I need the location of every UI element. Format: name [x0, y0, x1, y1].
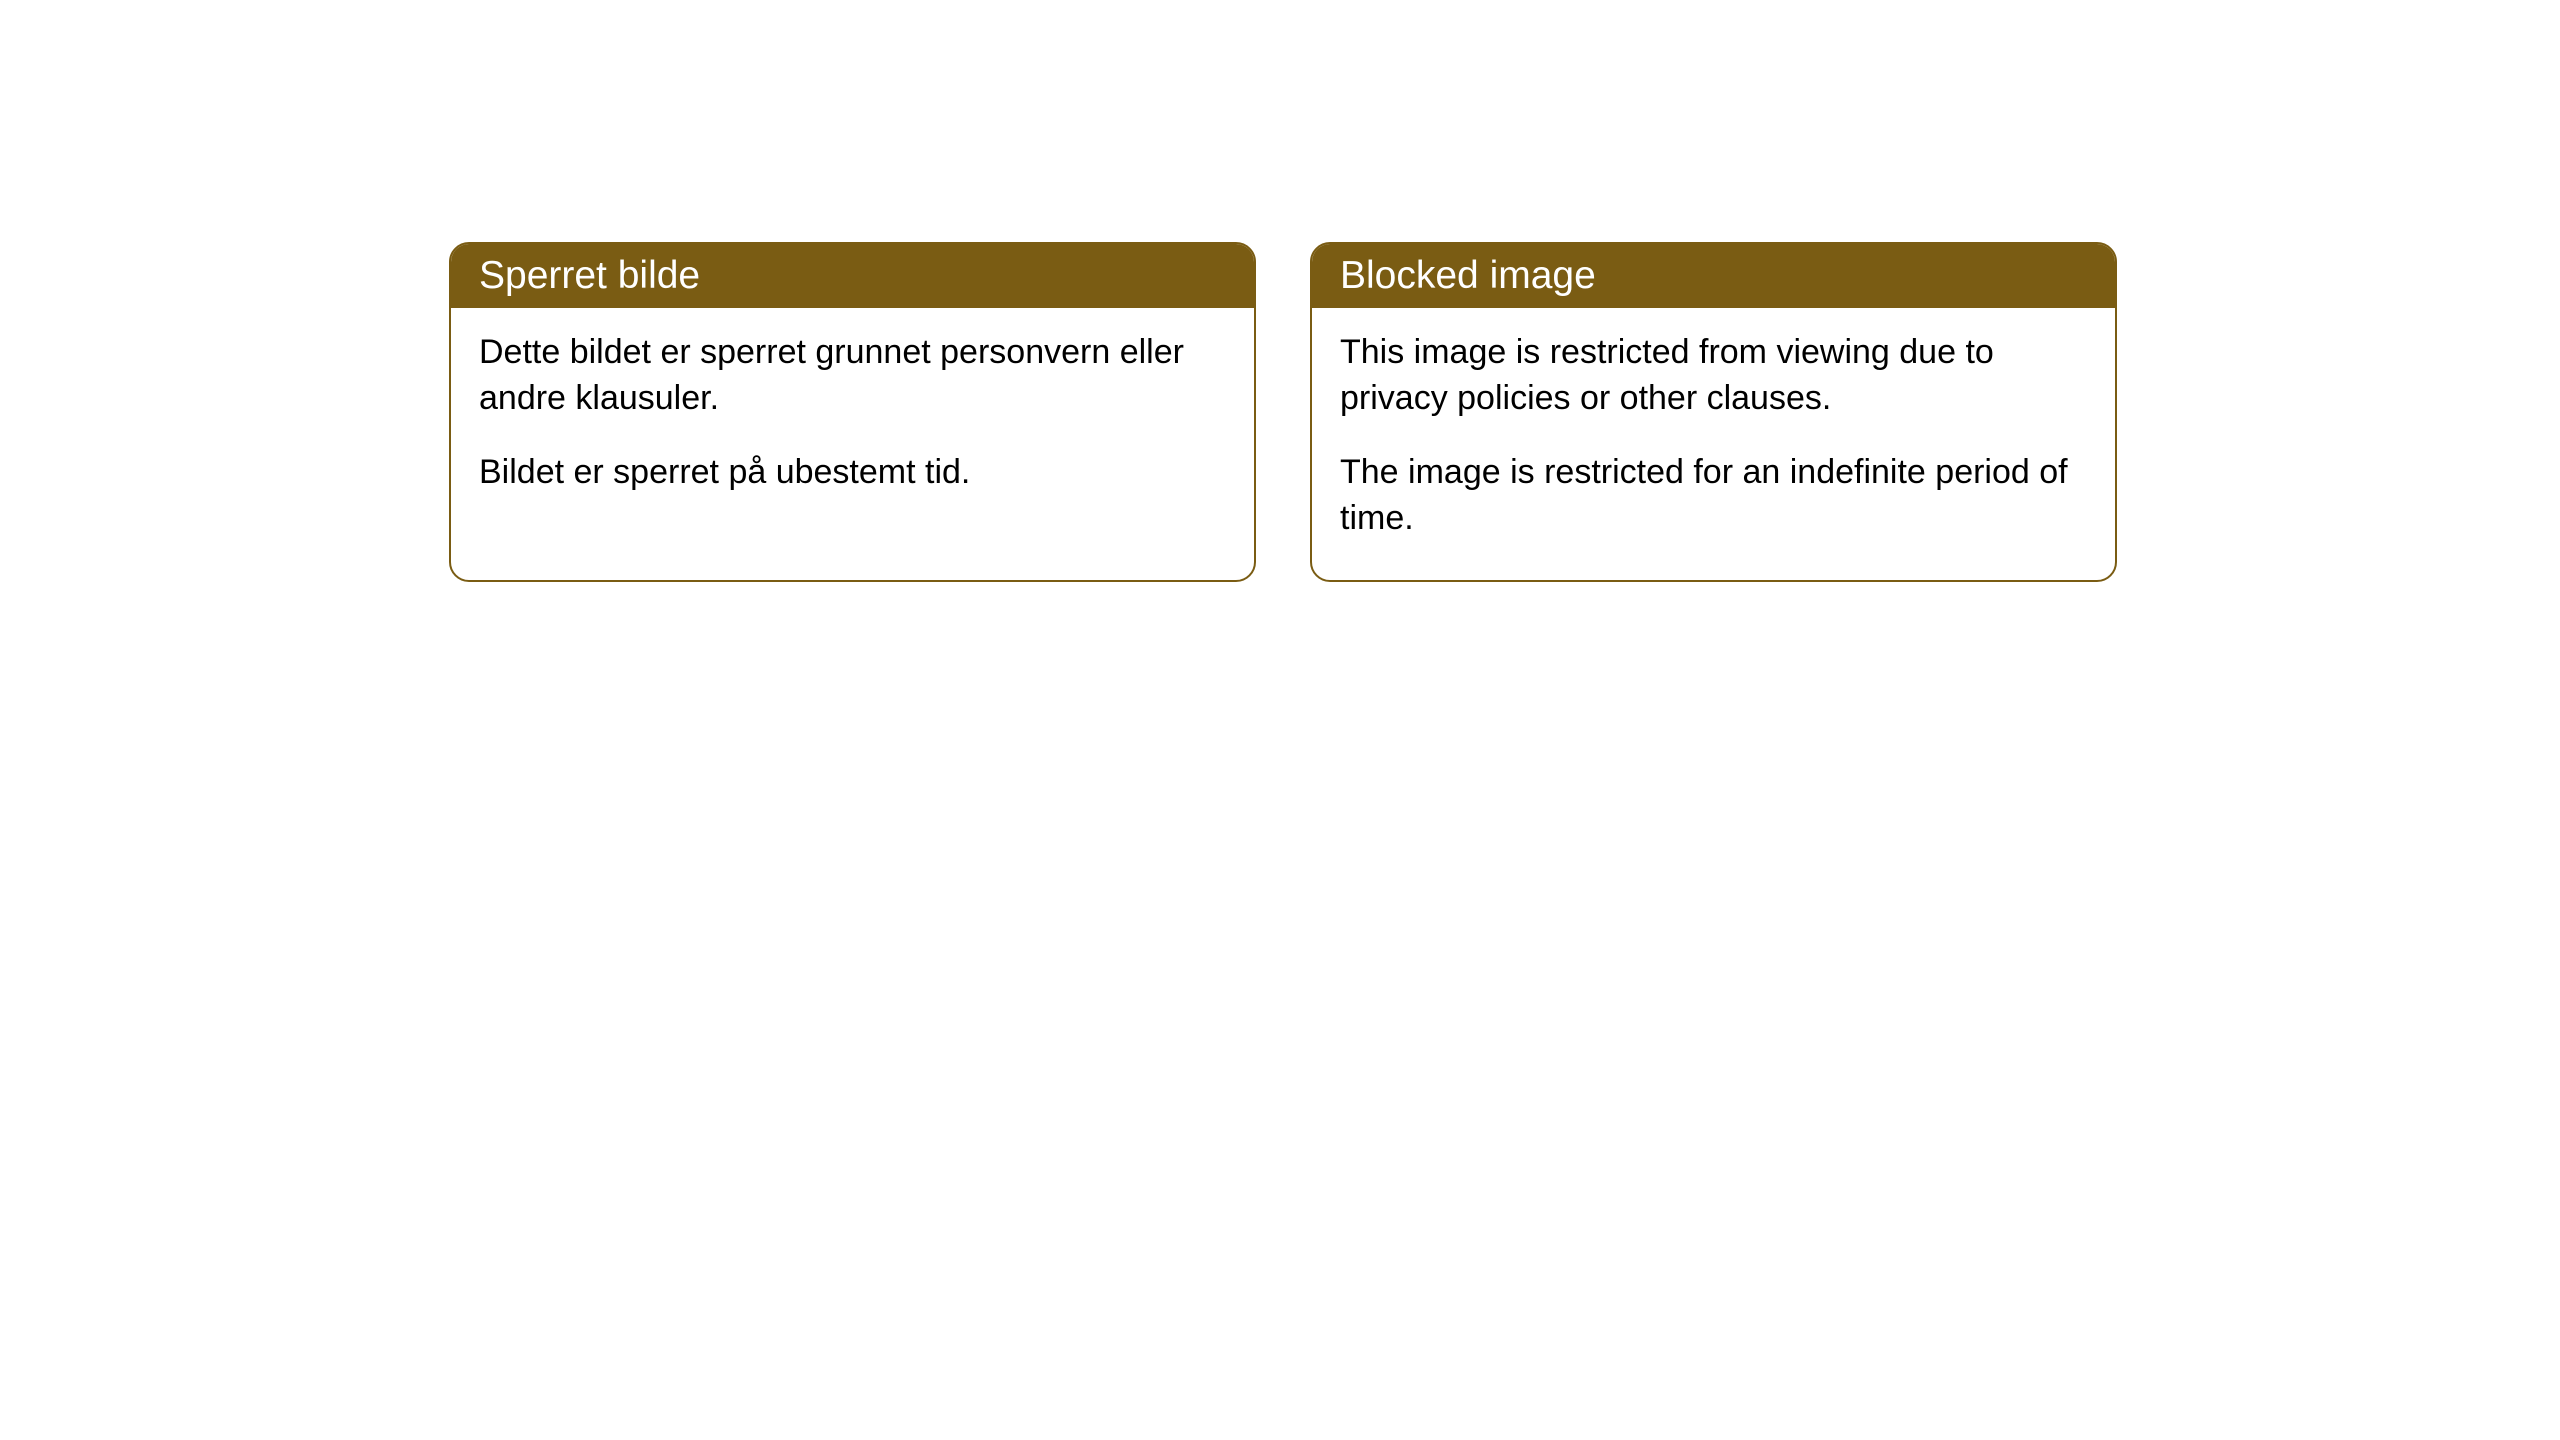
notice-container: Sperret bilde Dette bildet er sperret gr…	[449, 242, 2117, 582]
card-paragraph: The image is restricted for an indefinit…	[1340, 450, 2087, 542]
card-header-english: Blocked image	[1312, 244, 2115, 308]
card-paragraph: Bildet er sperret på ubestemt tid.	[479, 450, 1226, 496]
notice-card-norwegian: Sperret bilde Dette bildet er sperret gr…	[449, 242, 1256, 582]
card-header-norwegian: Sperret bilde	[451, 244, 1254, 308]
card-body-norwegian: Dette bildet er sperret grunnet personve…	[451, 308, 1254, 534]
card-title: Blocked image	[1340, 254, 1596, 297]
card-paragraph: This image is restricted from viewing du…	[1340, 330, 2087, 422]
card-body-english: This image is restricted from viewing du…	[1312, 308, 2115, 580]
card-paragraph: Dette bildet er sperret grunnet personve…	[479, 330, 1226, 422]
notice-card-english: Blocked image This image is restricted f…	[1310, 242, 2117, 582]
card-title: Sperret bilde	[479, 254, 700, 297]
